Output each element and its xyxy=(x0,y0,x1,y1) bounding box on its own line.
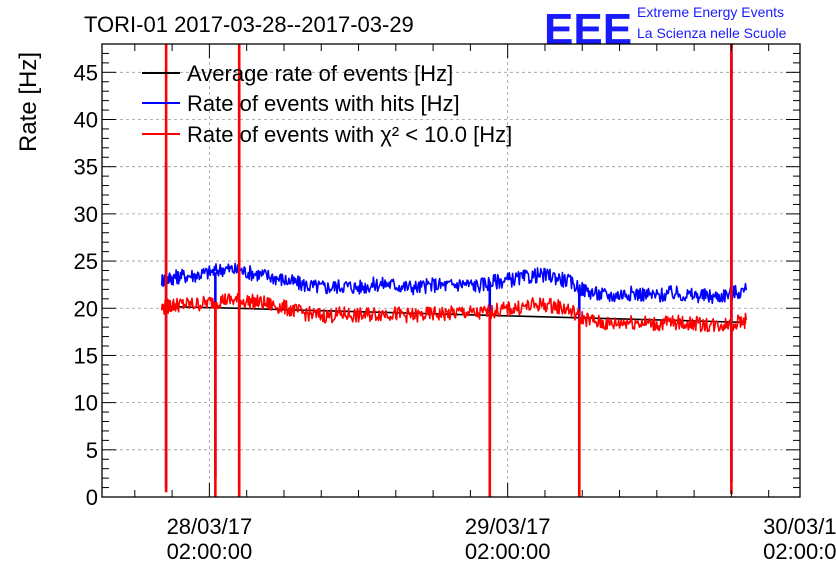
y-tick-label: 20 xyxy=(74,296,98,321)
series-line xyxy=(160,293,748,333)
x-tick-label-date: 29/03/17 xyxy=(465,514,551,539)
y-tick-label: 10 xyxy=(74,391,98,416)
legend-label: Rate of events with hits [Hz] xyxy=(187,91,460,116)
x-tick-label-time: 02:00:00 xyxy=(465,539,551,564)
series-layer xyxy=(160,44,748,497)
chart-title: TORI-01 2017-03-28--2017-03-29 xyxy=(84,12,414,37)
legend: Average rate of events [Hz] Rate of event… xyxy=(142,61,512,147)
logo-mark: EEE xyxy=(544,5,632,54)
series-2 xyxy=(160,44,748,497)
logo-line-2: La Scienza nelle Scuole xyxy=(637,25,787,41)
x-tick-label-date: 30/03/17 xyxy=(763,514,836,539)
logo-line-1: Extreme Energy Events xyxy=(637,4,784,20)
x-tick-label-time: 02:00:00 xyxy=(167,539,253,564)
legend-label: Average rate of events [Hz] xyxy=(187,61,453,86)
y-tick-label: 35 xyxy=(74,155,98,180)
y-tick-label: 15 xyxy=(74,343,98,368)
x-tick-label-time: 02:00:00 xyxy=(763,539,836,564)
legend-label: Rate of events with χ² < 10.0 [Hz] xyxy=(187,122,512,147)
y-tick-label: 45 xyxy=(74,60,98,85)
y-tick-label: 30 xyxy=(74,202,98,227)
y-tick-label: 5 xyxy=(86,438,98,463)
axes: 05101520253035404528/03/1702:00:0029/03/… xyxy=(74,43,836,564)
y-tick-label: 0 xyxy=(86,485,98,510)
y-tick-label: 40 xyxy=(74,108,98,133)
x-tick-label-date: 28/03/17 xyxy=(167,514,253,539)
y-tick-label: 25 xyxy=(74,249,98,274)
eee-logo: EEE Extreme Energy Events La Scienza nel… xyxy=(544,4,787,54)
series-line xyxy=(160,262,748,305)
y-axis-label: Rate [Hz] xyxy=(15,52,42,152)
